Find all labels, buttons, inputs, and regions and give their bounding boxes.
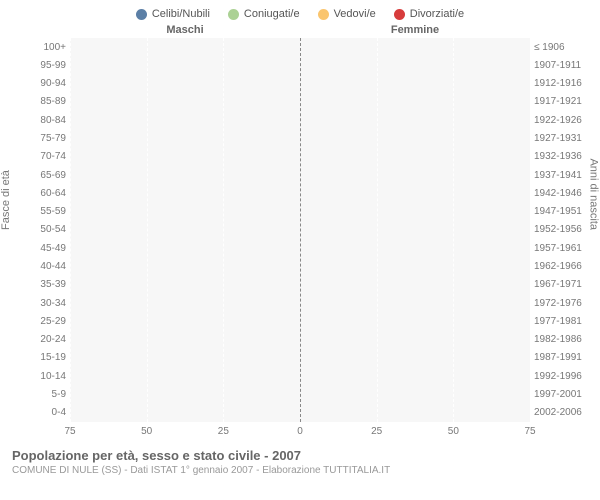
legend-label: Divorziati/e [410, 8, 464, 20]
x-tick: 75 [64, 426, 75, 437]
age-label: 35-39 [22, 279, 66, 290]
age-label: 0-4 [22, 407, 66, 418]
legend-label: Vedovi/e [334, 8, 376, 20]
header-females: Femmine [300, 24, 530, 36]
age-row: 50-54 1952-1956 [70, 221, 530, 239]
legend-item: Divorziati/e [394, 8, 464, 20]
chart-title: Popolazione per età, sesso e stato civil… [12, 448, 588, 463]
legend: Celibi/Nubili Coniugati/e Vedovi/e Divorzia… [0, 0, 600, 24]
age-label: 45-49 [22, 243, 66, 254]
age-row: 0-4 2002-2006 [70, 404, 530, 422]
birth-label: 1957-1961 [534, 243, 588, 254]
age-row: 15-19 1987-1991 [70, 349, 530, 367]
legend-dot-icon [228, 9, 239, 20]
age-label: 40-44 [22, 261, 66, 272]
age-label: 55-59 [22, 206, 66, 217]
x-tick: 50 [141, 426, 152, 437]
chart-area: Fasce di età Anni di nascita 100+ ≤ 1906… [0, 38, 600, 422]
y-axis-label-left: Fasce di età [0, 170, 12, 230]
birth-label: 1987-1991 [534, 352, 588, 363]
age-row: 45-49 1957-1961 [70, 239, 530, 257]
x-tick: 75 [524, 426, 535, 437]
birth-label: 1992-1996 [534, 371, 588, 382]
age-row: 80-84 1922-1926 [70, 111, 530, 129]
legend-item: Celibi/Nubili [136, 8, 210, 20]
age-label: 90-94 [22, 78, 66, 89]
age-row: 25-29 1977-1981 [70, 312, 530, 330]
birth-label: 1907-1911 [534, 60, 588, 71]
age-row: 90-94 1912-1916 [70, 75, 530, 93]
birth-label: 1997-2001 [534, 389, 588, 400]
legend-dot-icon [136, 9, 147, 20]
birth-label: 1922-1926 [534, 115, 588, 126]
birth-label: 1967-1971 [534, 279, 588, 290]
age-label: 15-19 [22, 352, 66, 363]
pyramid-chart: 100+ ≤ 1906 95-99 1907-1911 90-94 1912-1… [70, 38, 530, 422]
birth-label: ≤ 1906 [534, 42, 588, 53]
age-row: 30-34 1972-1976 [70, 294, 530, 312]
birth-label: 1942-1946 [534, 188, 588, 199]
birth-label: 1962-1966 [534, 261, 588, 272]
chart-footer: Popolazione per età, sesso e stato civil… [0, 438, 600, 476]
chart-rows: 100+ ≤ 1906 95-99 1907-1911 90-94 1912-1… [70, 38, 530, 422]
age-label: 25-29 [22, 316, 66, 327]
birth-label: 1927-1931 [534, 133, 588, 144]
age-label: 65-69 [22, 170, 66, 181]
age-label: 85-89 [22, 96, 66, 107]
birth-label: 1917-1921 [534, 96, 588, 107]
legend-dot-icon [394, 9, 405, 20]
age-label: 50-54 [22, 224, 66, 235]
age-row: 40-44 1962-1966 [70, 257, 530, 275]
age-row: 100+ ≤ 1906 [70, 38, 530, 56]
birth-label: 1932-1936 [534, 151, 588, 162]
age-label: 70-74 [22, 151, 66, 162]
age-row: 95-99 1907-1911 [70, 56, 530, 74]
birth-label: 1937-1941 [534, 170, 588, 181]
x-tick: 0 [297, 426, 303, 437]
age-label: 5-9 [22, 389, 66, 400]
birth-label: 1912-1916 [534, 78, 588, 89]
age-row: 55-59 1947-1951 [70, 203, 530, 221]
column-headers: Maschi Femmine [0, 24, 600, 38]
legend-label: Celibi/Nubili [152, 8, 210, 20]
age-row: 35-39 1967-1971 [70, 276, 530, 294]
age-label: 10-14 [22, 371, 66, 382]
chart-subtitle: COMUNE DI NULE (SS) - Dati ISTAT 1° genn… [12, 465, 588, 476]
x-tick: 50 [448, 426, 459, 437]
age-label: 80-84 [22, 115, 66, 126]
age-row: 60-64 1942-1946 [70, 184, 530, 202]
age-label: 95-99 [22, 60, 66, 71]
x-tick: 25 [371, 426, 382, 437]
header-males: Maschi [70, 24, 300, 36]
legend-item: Vedovi/e [318, 8, 376, 20]
birth-label: 1982-1986 [534, 334, 588, 345]
age-label: 75-79 [22, 133, 66, 144]
age-row: 75-79 1927-1931 [70, 129, 530, 147]
x-axis: 75 50 25 0 25 50 75 [0, 422, 600, 438]
birth-label: 1972-1976 [534, 298, 588, 309]
age-label: 60-64 [22, 188, 66, 199]
birth-label: 2002-2006 [534, 407, 588, 418]
birth-label: 1947-1951 [534, 206, 588, 217]
birth-label: 1977-1981 [534, 316, 588, 327]
age-row: 5-9 1997-2001 [70, 385, 530, 403]
x-tick: 25 [218, 426, 229, 437]
legend-label: Coniugati/e [244, 8, 300, 20]
birth-label: 1952-1956 [534, 224, 588, 235]
y-axis-label-right: Anni di nascita [588, 158, 600, 230]
age-row: 20-24 1982-1986 [70, 331, 530, 349]
age-label: 20-24 [22, 334, 66, 345]
age-row: 65-69 1937-1941 [70, 166, 530, 184]
legend-item: Coniugati/e [228, 8, 300, 20]
age-row: 70-74 1932-1936 [70, 148, 530, 166]
age-label: 100+ [22, 42, 66, 53]
legend-dot-icon [318, 9, 329, 20]
age-row: 10-14 1992-1996 [70, 367, 530, 385]
age-row: 85-89 1917-1921 [70, 93, 530, 111]
age-label: 30-34 [22, 298, 66, 309]
